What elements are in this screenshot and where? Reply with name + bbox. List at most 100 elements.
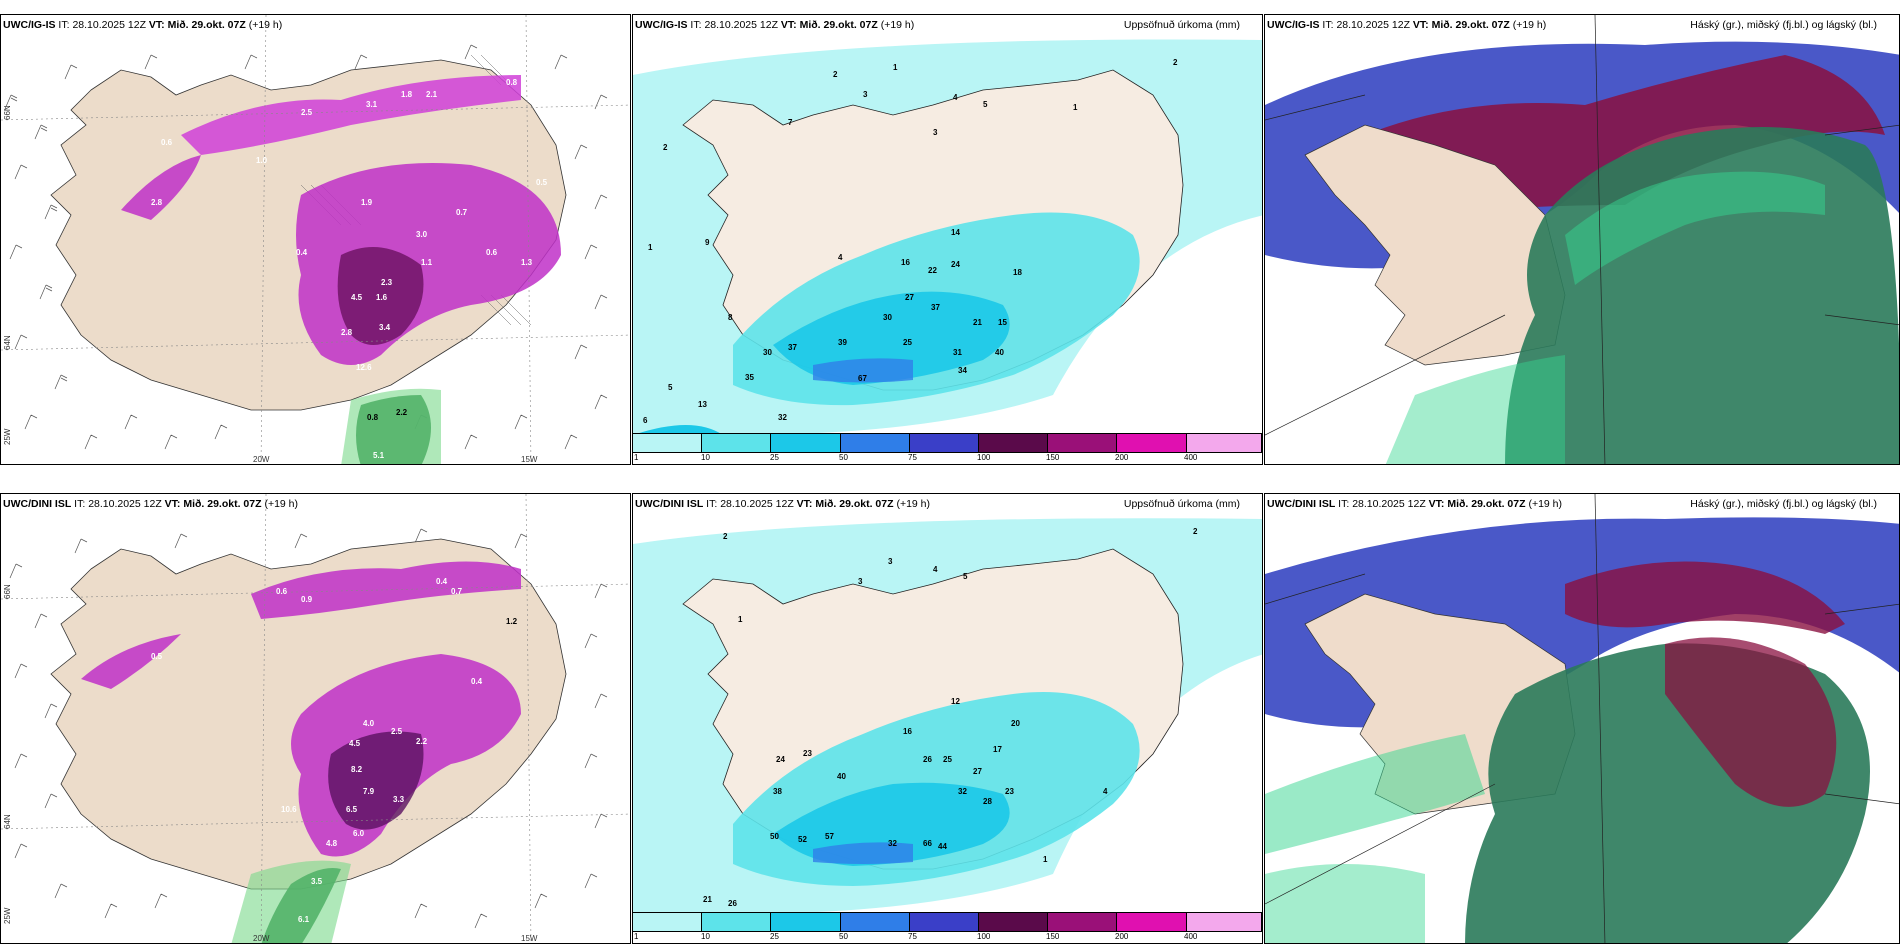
- colorbar-tick: 400: [1184, 453, 1198, 462]
- snow-label: 2.5: [301, 108, 313, 117]
- snow-label: 4.5: [349, 739, 361, 748]
- precip-label: 1: [648, 243, 653, 252]
- panel-snow-ig-is: UWC/IG-IS IT: 28.10.2025 12Z VT: Mið. 29…: [0, 14, 631, 465]
- colorbar-seg: [978, 434, 1049, 452]
- precip-label: 8: [728, 313, 733, 322]
- lat-label-64: 64N: [3, 335, 12, 350]
- colorbar-seg: [840, 434, 910, 452]
- snow-wind-map: 0.6 2.5 3.1 1.8 2.1 0.8 1.0 1.9 2.8 3.0 …: [1, 15, 630, 464]
- snow-label: 3.3: [393, 795, 405, 804]
- colorbar-tick: 50: [839, 932, 848, 941]
- snow-label: 1.6: [376, 293, 388, 302]
- vt-value: Mið. 29.okt. 07Z: [1431, 19, 1510, 31]
- precip-label: 2: [1193, 527, 1198, 536]
- forecast-step: (+19 h): [1512, 19, 1547, 31]
- snow-label: 0.6: [276, 587, 288, 596]
- snow-label: 7.9: [363, 787, 375, 796]
- precip-label: 1: [1073, 103, 1078, 112]
- snow-label: 8.2: [351, 765, 363, 774]
- snow-label: 1.2: [506, 617, 518, 626]
- colorbar-seg: [840, 913, 910, 931]
- colorbar-seg: [702, 434, 772, 452]
- snow-band-north: [181, 75, 521, 155]
- colorbar-tick: 1: [634, 932, 639, 941]
- precip-label: 22: [928, 266, 937, 275]
- panel-header: UWC/IG-IS IT: 28.10.2025 12Z VT: Mið. 29…: [1267, 19, 1546, 31]
- panel-field-title: Háský (gr.), miðský (fj.bl.) og lágský (…: [1690, 19, 1877, 31]
- precip-label: 25: [903, 338, 912, 347]
- model-name: UWC/IG-IS: [635, 19, 688, 31]
- precip-label: 32: [888, 839, 897, 848]
- snow-label: 0.9: [301, 595, 313, 604]
- model-name: UWC/IG-IS: [1267, 19, 1320, 31]
- precip-label: 57: [825, 832, 834, 841]
- snow-label: 4.8: [326, 839, 338, 848]
- precip-label: 30: [883, 313, 892, 322]
- precip-label: 32: [958, 787, 967, 796]
- snow-label: 12.6: [356, 363, 372, 372]
- precip-label: 2: [723, 532, 728, 541]
- snow-label: 6.0: [353, 829, 365, 838]
- panel-field-title: Háský (gr.), miðský (fj.bl.) og lágský (…: [1690, 498, 1877, 510]
- vt-value: Mið. 29.okt. 07Z: [167, 19, 246, 31]
- colorbar-tick: 10: [701, 453, 710, 462]
- snow-core: [328, 731, 424, 830]
- precip-label: 2: [1173, 58, 1178, 67]
- panel-snow-dini: UWC/DINI ISL IT: 28.10.2025 12Z VT: Mið.…: [0, 493, 631, 944]
- precip-label: 66: [923, 839, 932, 848]
- colorbar-seg: [1048, 434, 1118, 452]
- snow-label: 0.6: [486, 248, 498, 257]
- colorbar-seg: [1186, 434, 1262, 452]
- model-name: UWC/DINI ISL: [1267, 498, 1336, 510]
- colorbar-tick: 75: [908, 453, 917, 462]
- colorbar-tick: 150: [1046, 932, 1060, 941]
- vt-label: VT:: [148, 19, 165, 31]
- precip-label: 6: [643, 416, 648, 425]
- snow-value-labels: 0.5 0.6 0.4 0.9 0.7 1.2 4.0 2.5 2.2 4.5 …: [151, 577, 518, 924]
- colorbar-tick: 100: [977, 932, 991, 941]
- precip-label: 15: [998, 318, 1007, 327]
- wind-barbs: [4, 44, 608, 450]
- precip-label: 5: [963, 572, 968, 581]
- precip-label: 4: [1103, 787, 1108, 796]
- panel-header: UWC/DINI ISL IT: 28.10.2025 12Z VT: Mið.…: [1267, 498, 1562, 510]
- precip-label: 16: [901, 258, 910, 267]
- colorbar-seg: [978, 913, 1049, 931]
- snow-value-labels: 0.6 2.5 3.1 1.8 2.1 0.8 1.0 1.9 2.8 3.0 …: [151, 78, 548, 460]
- snow-label: 1.1: [421, 258, 433, 267]
- precip-label: 27: [905, 293, 914, 302]
- precip-label: 40: [837, 772, 846, 781]
- precip-label: 27: [973, 767, 982, 776]
- precip-label: 20: [1011, 719, 1020, 728]
- it-label: IT:: [1338, 498, 1350, 510]
- precip-label: 1: [893, 63, 898, 72]
- it-value: 28.10.2025 12Z: [704, 19, 778, 31]
- lon-label-15: 15W: [521, 934, 538, 943]
- precip-label: 2: [833, 70, 838, 79]
- it-label: IT:: [690, 19, 702, 31]
- snow-label: 4.0: [363, 719, 375, 728]
- forecast-step: (+19 h): [248, 19, 283, 31]
- precip-label: 13: [698, 400, 707, 409]
- precip-label: 5: [668, 383, 673, 392]
- panel-field-title: Uppsöfnuð úrkoma (mm): [1123, 498, 1240, 510]
- snow-label: 0.8: [506, 78, 518, 87]
- precip-label: 24: [776, 755, 785, 764]
- snow-label: 5.1: [373, 451, 385, 460]
- colorbar-ticks: 1 10 25 50 75 100 150 200 400: [633, 453, 1262, 463]
- snow-label: 0.4: [471, 677, 483, 686]
- it-value: 28.10.2025 12Z: [72, 19, 146, 31]
- vt-value: Mið. 29.okt. 07Z: [799, 19, 878, 31]
- precip-label: 17: [993, 745, 1002, 754]
- precip-label: 52: [798, 835, 807, 844]
- colorbar-seg: [633, 434, 703, 452]
- colorbar-seg: [1117, 913, 1187, 931]
- snow-label: 6.1: [298, 915, 310, 924]
- model-name: UWC/DINI ISL: [635, 498, 704, 510]
- colorbar-tick: 200: [1115, 453, 1129, 462]
- wind-barbs: [9, 528, 608, 929]
- precip-label: 4: [838, 253, 843, 262]
- panel-clouds-ig-is: UWC/IG-IS IT: 28.10.2025 12Z VT: Mið. 29…: [1264, 14, 1900, 465]
- snow-label: 2.2: [396, 408, 408, 417]
- panel-precip-dini: UWC/DINI ISL IT: 28.10.2025 12Z VT: Mið.…: [632, 493, 1263, 944]
